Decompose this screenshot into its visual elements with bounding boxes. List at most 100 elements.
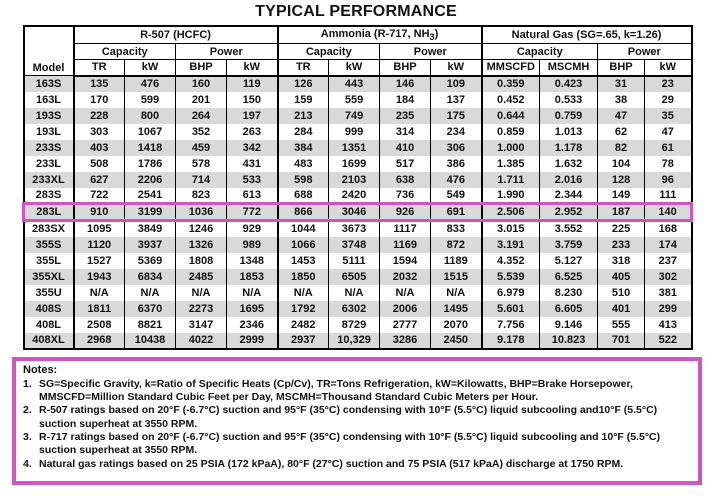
- value-cell: 1.000: [480, 139, 540, 156]
- value-cell: 352: [175, 123, 227, 140]
- value-cell: 800: [124, 107, 176, 124]
- value-cell: 160: [175, 75, 227, 92]
- unit-header: BHP: [175, 59, 227, 77]
- value-cell: 381: [644, 284, 692, 301]
- value-cell: 6.979: [480, 284, 540, 301]
- value-cell: 989: [225, 236, 278, 253]
- value-cell: 8.230: [539, 284, 598, 301]
- value-cell: 6302: [328, 300, 380, 317]
- value-cell: 1095: [72, 220, 125, 237]
- value-cell: 159: [276, 91, 329, 108]
- value-cell: 3046: [328, 202, 380, 223]
- value-cell: 1594: [379, 252, 431, 269]
- value-cell: 0.359: [480, 75, 540, 92]
- value-cell: 10438: [124, 332, 176, 349]
- natgas-power-header: Power: [597, 43, 692, 61]
- value-cell: 2541: [124, 187, 176, 204]
- table-row: 283SX 1095 3849 1246 929 1044 3673 1117 833 3.015…: [24, 220, 692, 237]
- value-cell: 29: [644, 91, 692, 108]
- table-row: 355L 1527 5369 1808 1348 1453 5111 1594 1189 4.35…: [24, 252, 692, 269]
- value-cell: 3937: [124, 236, 176, 253]
- value-cell: 2.344: [539, 187, 598, 204]
- model-cell: 408S: [23, 300, 74, 317]
- model-cell: 163S: [23, 75, 74, 92]
- value-cell: 714: [175, 171, 227, 188]
- value-cell: 510: [597, 284, 645, 301]
- note-number: 3.: [23, 430, 32, 443]
- value-cell: 1246: [175, 220, 227, 237]
- value-cell: 197: [225, 107, 278, 124]
- value-cell: 599: [124, 91, 176, 108]
- value-cell: 386: [430, 155, 482, 172]
- value-cell: 1853: [225, 268, 278, 285]
- ammonia-label-suffix: ): [434, 28, 439, 40]
- value-cell: 2206: [124, 171, 176, 188]
- value-cell: 149: [597, 187, 645, 204]
- value-cell: 109: [430, 75, 482, 92]
- value-cell: 4.352: [480, 252, 540, 269]
- value-cell: 483: [276, 155, 329, 172]
- note-number: 1.: [23, 377, 32, 390]
- table-row: 283S 722 2541 823 613 688 2420 736 549 1.990 2.344…: [24, 187, 692, 204]
- value-cell: 184: [379, 91, 431, 108]
- value-cell: 6505: [328, 268, 380, 285]
- value-cell: 78: [644, 155, 692, 172]
- value-cell: 284: [276, 123, 329, 140]
- value-cell: 104: [597, 155, 645, 172]
- value-cell: 2346: [225, 316, 278, 333]
- model-cell: 355U: [35, 286, 62, 299]
- value-cell: 9.178: [480, 332, 540, 349]
- value-cell: 2777: [379, 316, 431, 333]
- unit-header: kW: [430, 59, 482, 77]
- value-cell: N/A: [328, 284, 380, 301]
- note-item: 2. R-507 ratings based on 20°F (-6.7°C) s…: [23, 404, 691, 431]
- unit-header: kW: [328, 59, 380, 77]
- unit-header: TR: [276, 59, 329, 77]
- model-cell: 408L: [35, 318, 62, 331]
- notes-heading: Notes:: [23, 363, 58, 376]
- value-cell: 833: [430, 220, 482, 237]
- value-cell: 128: [597, 171, 645, 188]
- value-cell: 2450: [430, 332, 482, 349]
- value-cell: 135: [72, 75, 125, 92]
- performance-table: Model R-507 (HCFC) Ammonia (R-717, NH3) …: [22, 25, 694, 350]
- value-cell: 3147: [175, 316, 227, 333]
- value-cell: 2482: [276, 316, 329, 333]
- value-cell: 384: [276, 139, 329, 156]
- value-cell: 47: [644, 123, 692, 140]
- unit-header: MMSCFD: [480, 59, 540, 77]
- value-cell: 137: [430, 91, 482, 108]
- value-cell: 2103: [328, 171, 380, 188]
- unit-header: kW: [124, 59, 176, 77]
- model-cell: 233XL: [23, 171, 74, 188]
- value-cell: 6.605: [539, 300, 598, 317]
- value-cell: 299: [644, 300, 692, 317]
- value-cell: 0.533: [539, 91, 598, 108]
- value-cell: 174: [644, 236, 692, 253]
- value-cell: 201: [175, 91, 227, 108]
- value-cell: 235: [379, 107, 431, 124]
- value-cell: 1418: [124, 139, 176, 156]
- note-item: 4. Natural gas ratings based on 25 PSIA (…: [23, 458, 691, 471]
- value-cell: 1169: [379, 236, 431, 253]
- value-cell: 126: [276, 75, 329, 92]
- model-cell: 193L: [35, 125, 62, 138]
- value-cell: 2968: [72, 332, 125, 349]
- value-cell: 1.013: [539, 123, 598, 140]
- units-row: TR kW BHP kW TR kW BHP kW MMSCFD MSCMH B…: [24, 59, 692, 77]
- value-cell: 146: [379, 75, 431, 92]
- value-cell: 522: [644, 332, 692, 349]
- model-cell: 355L: [35, 254, 62, 267]
- table-row: 355XL 1943 6834 2485 1853 1850 6505 2032 1515 5.5…: [23, 268, 692, 285]
- value-cell: 2420: [328, 187, 380, 204]
- group-header-natural-gas: Natural Gas (SG=.65, k=1.26): [480, 26, 692, 45]
- value-cell: 749: [328, 107, 380, 124]
- value-cell: 4022: [175, 332, 227, 349]
- model-cell: 355S: [23, 236, 74, 253]
- value-cell: 1.711: [480, 171, 540, 188]
- value-cell: 228: [72, 107, 125, 124]
- value-cell: 187: [597, 202, 645, 223]
- model-cell: 163L: [35, 93, 62, 106]
- model-cell: 408XL: [23, 332, 74, 349]
- value-cell: N/A: [430, 284, 482, 301]
